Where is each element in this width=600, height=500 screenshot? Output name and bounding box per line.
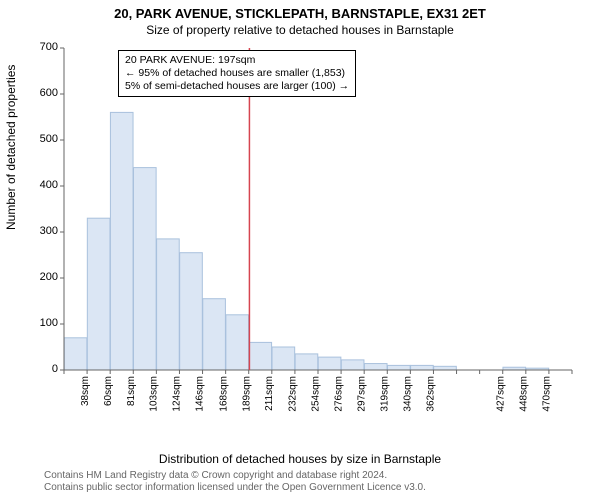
x-tick-label: 276sqm (334, 376, 345, 412)
y-tick-label: 700 (28, 41, 58, 53)
x-tick-label: 189sqm (241, 376, 252, 412)
chart-svg (58, 44, 578, 414)
annotation-box: 20 PARK AVENUE: 197sqm ← 95% of detached… (118, 50, 356, 97)
y-tick-label: 500 (28, 133, 58, 145)
y-tick-label: 100 (28, 317, 58, 329)
y-tick-label: 200 (28, 271, 58, 283)
chart-container: 20, PARK AVENUE, STICKLEPATH, BARNSTAPLE… (0, 0, 600, 500)
annotation-line-2: ← 95% of detached houses are smaller (1,… (125, 67, 349, 80)
x-tick-label: 362sqm (426, 376, 437, 412)
y-tick-label: 0 (28, 363, 58, 375)
footer-line-2: Contains public sector information licen… (44, 482, 426, 494)
x-tick-label: 211sqm (264, 376, 275, 411)
chart-subtitle: Size of property relative to detached ho… (0, 21, 600, 37)
chart-footer: Contains HM Land Registry data © Crown c… (44, 470, 426, 494)
footer-line-1: Contains HM Land Registry data © Crown c… (44, 470, 426, 482)
annotation-line-3: 5% of semi-detached houses are larger (1… (125, 80, 349, 93)
x-tick-label: 38sqm (80, 376, 91, 406)
x-tick-label: 254sqm (310, 376, 321, 412)
annotation-line-1: 20 PARK AVENUE: 197sqm (125, 54, 349, 67)
x-tick-label: 168sqm (218, 376, 229, 412)
x-tick-label: 319sqm (380, 376, 391, 412)
x-tick-label: 81sqm (126, 376, 137, 406)
plot-area: 38sqm 60sqm 81sqm 103sqm 124sqm 146sqm 168sqm 1… (58, 44, 578, 414)
x-tick-label: 232sqm (287, 376, 298, 412)
x-tick-label: 448sqm (518, 376, 529, 412)
x-tick-label: 103sqm (149, 376, 160, 412)
y-tick-label: 600 (28, 87, 58, 99)
chart-title: 20, PARK AVENUE, STICKLEPATH, BARNSTAPLE… (0, 0, 600, 21)
x-tick-label: 470sqm (541, 376, 552, 412)
x-tick-label: 146sqm (195, 376, 206, 412)
x-axis-label: Distribution of detached houses by size … (0, 452, 600, 466)
y-tick-label: 300 (28, 225, 58, 237)
x-tick-label: 60sqm (103, 376, 114, 406)
y-tick-label: 400 (28, 179, 58, 191)
x-tick-label: 427sqm (495, 376, 506, 412)
y-axis-label: Number of detached properties (4, 65, 18, 230)
x-tick-label: 340sqm (403, 376, 414, 412)
x-tick-label: 124sqm (172, 376, 183, 412)
x-tick-label: 297sqm (357, 376, 368, 412)
